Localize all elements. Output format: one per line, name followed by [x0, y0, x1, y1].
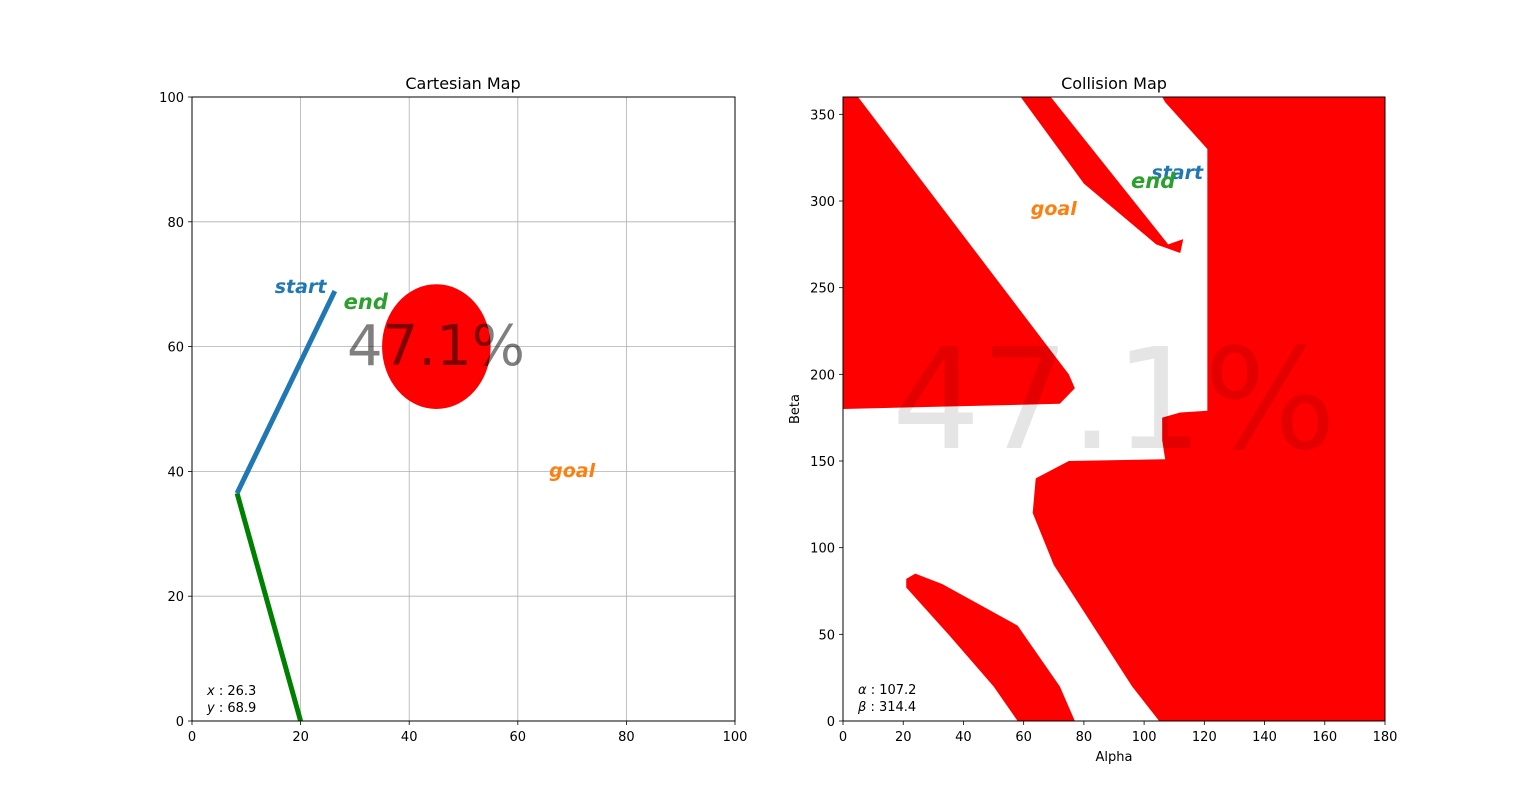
- arm-link-2: [234, 289, 338, 495]
- x-tick-label: 80: [618, 730, 635, 745]
- x-tick-label: 100: [1132, 730, 1157, 745]
- cartesian-map-title: Cartesian Map: [405, 74, 520, 93]
- collision-x-axis-label: Alpha: [1096, 750, 1133, 765]
- cartesian-watermark: 47.1%: [347, 314, 525, 379]
- cartesian-annotations: start end goal: [275, 276, 596, 482]
- y-tick-label: 0: [827, 715, 835, 730]
- readout-beta-symbol: β: [857, 700, 866, 715]
- annotation-goal: goal: [1031, 198, 1077, 220]
- y-tick-label: 40: [167, 465, 184, 480]
- collision-region-1: [843, 97, 1075, 409]
- collision-region-2: [1020, 97, 1184, 253]
- y-tick-label: 100: [159, 91, 184, 106]
- x-tick-label: 180: [1373, 730, 1398, 745]
- readout-y-value: 68.9: [227, 701, 256, 716]
- y-tick-label: 20: [167, 590, 184, 605]
- y-tick-label: 200: [810, 368, 835, 383]
- y-tick-label: 0: [176, 715, 184, 730]
- annotation-end: end: [1131, 169, 1176, 193]
- svg-text:α : 107.2: α : 107.2: [858, 683, 916, 698]
- robot-arm: [234, 289, 338, 722]
- y-tick-label: 150: [810, 455, 835, 470]
- collision-axis-ticks: 0 20 40 60 80 100 120 140 160 180 0 50 100 150 200 250 3…: [810, 108, 1397, 745]
- collision-map-title: Collision Map: [1061, 74, 1167, 93]
- collision-y-axis-label: Beta: [788, 394, 803, 424]
- cartesian-readout: x : 26.3 y : 68.9: [206, 684, 256, 716]
- x-tick-label: 60: [510, 730, 527, 745]
- readout-alpha-value: 107.2: [879, 683, 916, 698]
- y-tick-label: 100: [810, 542, 835, 557]
- arm-link-1: [234, 492, 304, 722]
- readout-y-symbol: y: [206, 701, 215, 716]
- svg-text:y : 68.9: y : 68.9: [206, 701, 256, 716]
- svg-text:x : 26.3: x : 26.3: [206, 684, 256, 699]
- x-tick-label: 140: [1252, 730, 1277, 745]
- readout-x-value: 26.3: [227, 684, 256, 699]
- x-tick-label: 20: [292, 730, 309, 745]
- y-tick-label: 80: [167, 216, 184, 231]
- annotation-start: start: [1151, 162, 1204, 184]
- annotation-goal: goal: [549, 460, 595, 482]
- y-tick-label: 350: [810, 108, 835, 123]
- cartesian-map-panel: Cartesian Map start end goal 47.1% 0 20 40 60…: [159, 74, 747, 745]
- collision-region-3: [1032, 97, 1385, 721]
- cartesian-plot-frame: [191, 96, 736, 722]
- x-tick-label: 0: [188, 730, 196, 745]
- x-tick-label: 60: [1015, 730, 1032, 745]
- x-tick-label: 120: [1192, 730, 1217, 745]
- y-tick-label: 300: [810, 195, 835, 210]
- cartesian-obstacle-group: [382, 284, 491, 409]
- readout-x-symbol: x: [206, 684, 215, 699]
- y-tick-label: 50: [818, 628, 835, 643]
- x-tick-label: 160: [1312, 730, 1337, 745]
- annotation-start: start: [275, 276, 328, 298]
- collision-regions: [843, 97, 1385, 721]
- readout-alpha-symbol: α: [858, 683, 867, 698]
- y-tick-label: 250: [810, 282, 835, 297]
- obstacle-circle: [382, 284, 491, 409]
- annotation-end: end: [344, 290, 389, 314]
- x-tick-label: 100: [723, 730, 748, 745]
- x-tick-label: 0: [839, 730, 847, 745]
- collision-readout: α : 107.2 β : 314.4: [857, 683, 916, 715]
- collision-region-4: [906, 573, 1075, 721]
- y-tick-label: 60: [167, 341, 184, 356]
- collision-watermark: 47.1%: [892, 319, 1337, 482]
- svg-text:β : 314.4: β : 314.4: [857, 700, 916, 715]
- cartesian-axis-ticks: 0 20 40 60 80 100 0 20 40 60 80 100: [159, 91, 747, 745]
- readout-beta-value: 314.4: [879, 700, 916, 715]
- x-tick-label: 40: [401, 730, 418, 745]
- x-tick-label: 80: [1076, 730, 1093, 745]
- x-tick-label: 40: [955, 730, 972, 745]
- collision-plot-frame: [842, 96, 1386, 722]
- x-tick-label: 20: [895, 730, 912, 745]
